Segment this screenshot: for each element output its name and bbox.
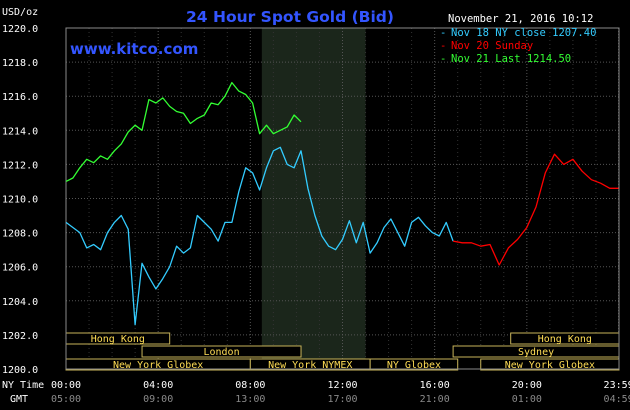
ny-trading-hours-shade [261, 28, 366, 369]
x-axis-ticks: 00:00 05:00 04:00 09:00 08:00 13:00 12:00 17:00… [51, 380, 630, 405]
y-tick-label: 1216.0 [2, 92, 38, 103]
chart-title: 24 Hour Spot Gold (Bid) [186, 8, 394, 26]
timestamp: November 21, 2016 10:12 [448, 13, 593, 25]
session-label: New York Globex [505, 360, 595, 371]
session-bar [369, 358, 459, 371]
y-tick-label: 1200.0 [2, 365, 38, 376]
y-axis-label: USD/oz [2, 7, 38, 18]
x-tick-label-gmt: 13:00 [235, 394, 265, 405]
x-tick-label-gmt: 09:00 [143, 394, 173, 405]
x-tick-label-gmt: 04:59 [604, 394, 630, 405]
gmt-row-label: GMT [10, 394, 28, 405]
session-label: Hong Kong [538, 334, 592, 345]
x-tick-label-nytime: 04:00 [143, 380, 173, 391]
x-tick-label-nytime: 16:00 [420, 380, 450, 391]
legend-entry: Nov 21 Last 1214.50 [451, 53, 571, 65]
price-series [65, 81, 619, 326]
legend-entry: Nov 20 Sunday [451, 40, 533, 52]
y-tick-label: 1208.0 [2, 229, 38, 240]
y-axis-ticks: 1200.0 1202.0 1204.0 1206.0 1208.0 1210.0 1212… [2, 24, 38, 376]
legend-entry: Nov 18 NY close 1207.40 [451, 27, 596, 39]
session-label: NY Globex [387, 360, 441, 371]
x-tick-label-gmt: 17:00 [327, 394, 357, 405]
x-tick-label-nytime: 23:59 [604, 380, 630, 391]
legend-marker: - [440, 40, 446, 52]
series-line-1 [452, 153, 619, 266]
legend-marker: - [440, 27, 446, 39]
x-tick-label-gmt: 01:00 [512, 394, 542, 405]
y-tick-label: 1210.0 [2, 195, 38, 206]
x-tick-label-gmt: 05:00 [51, 394, 81, 405]
x-tick-label-nytime: 08:00 [235, 380, 265, 391]
y-tick-label: 1220.0 [2, 24, 38, 35]
y-tick-label: 1218.0 [2, 58, 38, 69]
nytime-row-label: NY Time [2, 380, 44, 391]
session-bar [141, 345, 302, 358]
y-tick-label: 1214.0 [2, 126, 38, 137]
y-tick-label: 1212.0 [2, 160, 38, 171]
x-tick-label-nytime: 12:00 [327, 380, 357, 391]
session-label: New York Globex [113, 360, 203, 371]
x-tick-label-gmt: 21:00 [420, 394, 450, 405]
series-line-0 [65, 146, 454, 326]
source-watermark: www.kitco.com [70, 40, 198, 58]
y-tick-label: 1204.0 [2, 297, 38, 308]
session-label: New York NYMEX [268, 360, 352, 371]
session-label: Hong Kong [91, 334, 145, 345]
x-tick-label-nytime: 20:00 [512, 380, 542, 391]
session-label: London [203, 347, 239, 358]
x-tick-label-nytime: 00:00 [51, 380, 81, 391]
plot-frame [65, 27, 620, 370]
y-tick-label: 1202.0 [2, 331, 38, 342]
legend: - Nov 18 NY close 1207.40- Nov 20 Sunday- N… [440, 27, 596, 65]
series-line-2 [65, 81, 302, 182]
y-tick-label: 1206.0 [2, 263, 38, 274]
legend-marker: - [440, 53, 446, 65]
market-sessions: Hong Kong Hong Kong London Sydney New York G… [65, 332, 620, 371]
grid-lines [65, 27, 620, 370]
session-label: Sydney [518, 347, 554, 358]
